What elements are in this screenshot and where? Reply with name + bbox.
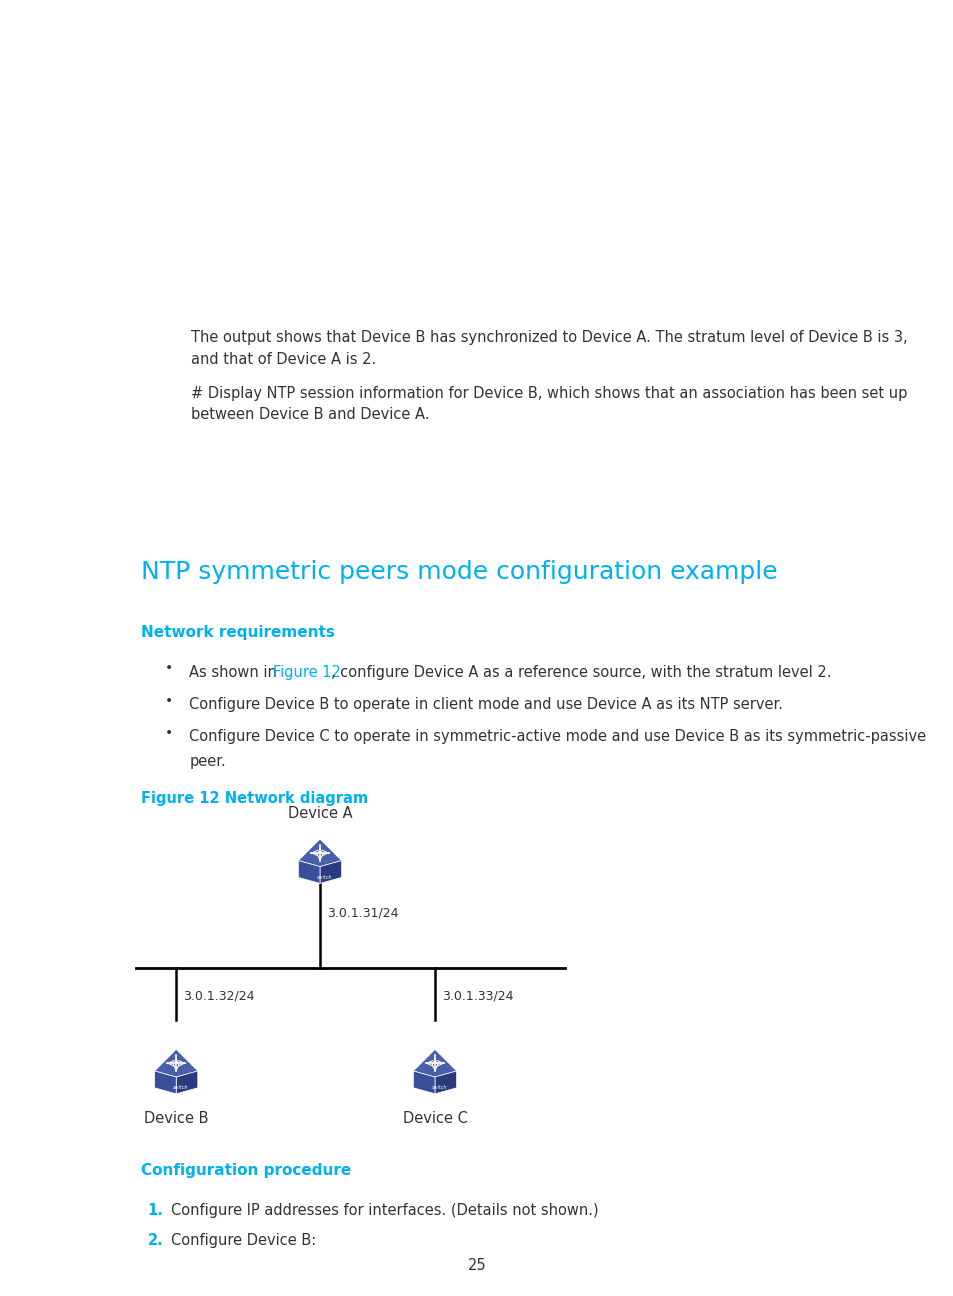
Text: 1.: 1. bbox=[147, 1204, 163, 1218]
Text: switch: switch bbox=[173, 1085, 189, 1090]
Text: As shown in: As shown in bbox=[189, 665, 281, 680]
Text: NTP symmetric peers mode configuration example: NTP symmetric peers mode configuration e… bbox=[141, 560, 777, 584]
Polygon shape bbox=[319, 861, 341, 884]
Text: 25: 25 bbox=[467, 1258, 486, 1274]
Text: Device A: Device A bbox=[288, 806, 352, 820]
Text: Configuration procedure: Configuration procedure bbox=[141, 1164, 351, 1178]
Polygon shape bbox=[154, 1070, 176, 1094]
Text: Configure Device C to operate in symmetric-active mode and use Device B as its s: Configure Device C to operate in symmetr… bbox=[189, 728, 925, 744]
Text: peer.: peer. bbox=[189, 754, 226, 769]
Text: Configure Device B to operate in client mode and use Device A as its NTP server.: Configure Device B to operate in client … bbox=[189, 697, 782, 712]
Text: 3.0.1.31/24: 3.0.1.31/24 bbox=[327, 907, 398, 920]
Text: and that of Device A is 2.: and that of Device A is 2. bbox=[191, 351, 376, 367]
Polygon shape bbox=[298, 839, 341, 867]
Polygon shape bbox=[413, 1050, 456, 1077]
Text: Network requirements: Network requirements bbox=[141, 625, 335, 640]
Text: Device C: Device C bbox=[402, 1112, 467, 1126]
Text: , configure Device A as a reference source, with the stratum level 2.: , configure Device A as a reference sour… bbox=[331, 665, 831, 680]
Text: The output shows that Device B has synchronized to Device A. The stratum level o: The output shows that Device B has synch… bbox=[191, 330, 907, 345]
Text: 3.0.1.32/24: 3.0.1.32/24 bbox=[183, 990, 254, 1003]
Text: Figure 12: Figure 12 bbox=[273, 665, 341, 680]
Polygon shape bbox=[413, 1070, 435, 1094]
Polygon shape bbox=[298, 861, 319, 884]
Text: # Display NTP session information for Device B, which shows that an association : # Display NTP session information for De… bbox=[191, 386, 906, 400]
Polygon shape bbox=[176, 1070, 197, 1094]
Polygon shape bbox=[435, 1070, 456, 1094]
Text: Configure IP addresses for interfaces. (Details not shown.): Configure IP addresses for interfaces. (… bbox=[171, 1204, 598, 1218]
Text: Configure Device B:: Configure Device B: bbox=[171, 1234, 316, 1248]
Text: •: • bbox=[165, 661, 173, 675]
Text: •: • bbox=[165, 693, 173, 708]
Polygon shape bbox=[154, 1050, 197, 1077]
Text: switch: switch bbox=[316, 875, 333, 880]
Text: 2.: 2. bbox=[148, 1234, 163, 1248]
Text: Device B: Device B bbox=[144, 1112, 208, 1126]
Text: switch: switch bbox=[432, 1085, 447, 1090]
Text: Figure 12 Network diagram: Figure 12 Network diagram bbox=[141, 791, 368, 806]
Text: •: • bbox=[165, 726, 173, 740]
Text: between Device B and Device A.: between Device B and Device A. bbox=[191, 407, 429, 422]
Text: 3.0.1.33/24: 3.0.1.33/24 bbox=[441, 990, 513, 1003]
